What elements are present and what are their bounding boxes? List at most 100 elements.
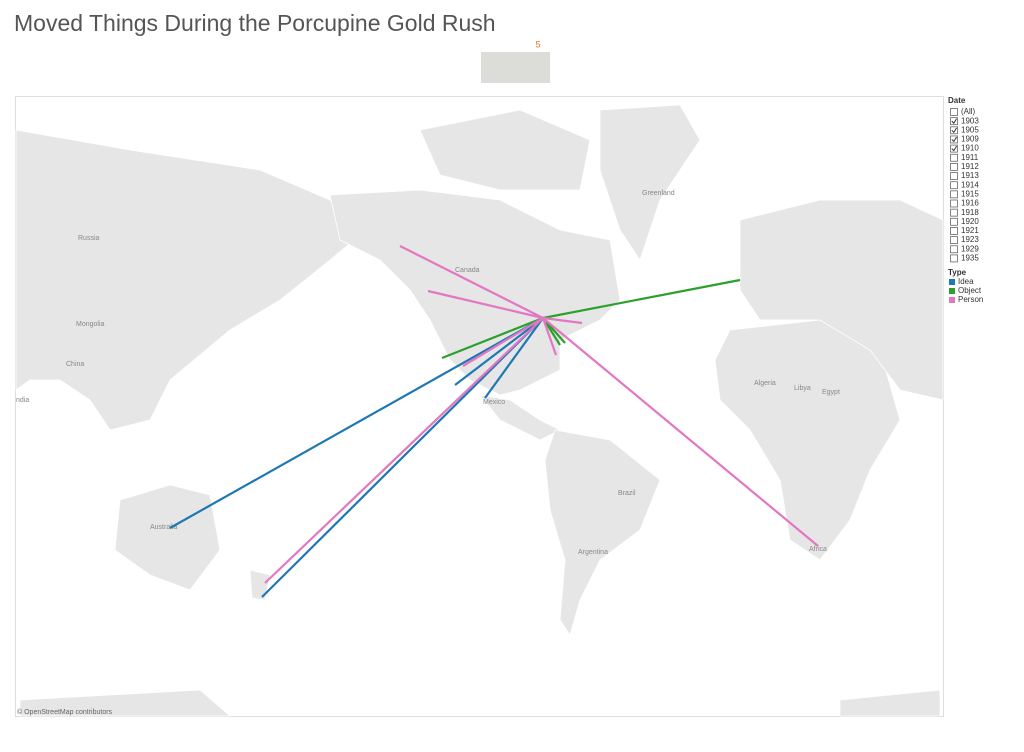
date-option[interactable]: 1929 <box>950 244 980 254</box>
checkbox[interactable] <box>950 227 958 235</box>
date-label: 1915 <box>961 189 979 198</box>
checkbox[interactable] <box>950 236 958 245</box>
date-option[interactable]: 1912 <box>950 162 980 171</box>
date-option[interactable]: 1911 <box>950 153 979 162</box>
flow-line <box>261 317 544 598</box>
flows <box>169 245 819 598</box>
date-label: 1929 <box>961 244 979 253</box>
legend-label: Person <box>958 295 983 304</box>
checkbox[interactable] <box>950 199 958 208</box>
date-option[interactable]: 1923 <box>950 235 980 245</box>
checkbox[interactable] <box>950 190 958 199</box>
date-option[interactable]: 1913 <box>950 171 980 180</box>
date-filter-title: Date <box>948 96 966 105</box>
date-label: 1921 <box>961 226 979 235</box>
date-option[interactable]: 1914 <box>950 180 980 190</box>
date-label: 1910 <box>961 144 979 153</box>
legend-swatch <box>949 279 955 285</box>
date-label: 1920 <box>961 217 979 226</box>
date-option[interactable]: 1920 <box>950 217 980 226</box>
flow-line <box>542 317 561 346</box>
checkbox[interactable] <box>950 254 958 263</box>
flow-line <box>399 245 544 319</box>
date-option[interactable]: 1905 <box>950 125 980 135</box>
legend-swatch <box>949 288 955 294</box>
date-label: 1918 <box>961 208 979 217</box>
checkbox[interactable] <box>950 144 958 153</box>
flow-line <box>462 317 544 367</box>
date-label: 1935 <box>961 254 979 263</box>
flow-line <box>542 316 583 325</box>
date-label: 1911 <box>961 153 979 162</box>
date-label: 1903 <box>961 116 979 125</box>
map-label: Mexico <box>483 399 505 406</box>
checkbox[interactable] <box>950 172 958 180</box>
date-option[interactable]: 1916 <box>950 199 980 208</box>
date-label: 1909 <box>961 135 979 144</box>
checkbox[interactable] <box>950 181 958 190</box>
flow-line <box>441 316 544 360</box>
date-filter: (All)19031905190919101911191219131914191… <box>950 107 980 263</box>
legend-swatch <box>949 297 955 303</box>
date-label: 1905 <box>961 125 979 134</box>
date-option[interactable]: 1918 <box>950 208 980 217</box>
flow-line <box>264 317 544 584</box>
date-option[interactable]: 1903 <box>950 116 980 126</box>
badge-value: 5 <box>535 39 540 49</box>
map-labels: Russia Canada Mongolia China ndia Austra… <box>16 190 840 556</box>
map-label: Brazil <box>618 490 636 497</box>
checkmark <box>951 118 958 124</box>
checkbox[interactable] <box>950 117 958 126</box>
date-label: 1912 <box>961 162 979 171</box>
type-legend-title: Type <box>948 268 967 277</box>
date-label: 1916 <box>961 199 979 208</box>
checkbox[interactable] <box>950 162 958 171</box>
map-label: China <box>66 361 84 368</box>
map-label: Argentina <box>578 549 608 556</box>
flow-line <box>542 278 741 320</box>
map-label: Mongolia <box>76 321 105 328</box>
map-label: ndia <box>16 397 29 404</box>
map-label: Canada <box>455 267 480 274</box>
flow-line <box>484 317 544 399</box>
map-label: Algeria <box>754 380 776 387</box>
date-label: 1913 <box>961 171 979 180</box>
legend-label: Object <box>958 286 982 295</box>
checkmark <box>951 127 958 134</box>
flow-line <box>427 289 544 320</box>
attribution: © OpenStreetMap contributors <box>17 708 113 716</box>
flow-line <box>541 317 558 356</box>
title: Moved Things During the Porcupine Gold R… <box>14 10 496 36</box>
checkbox[interactable] <box>950 217 958 226</box>
checkbox[interactable] <box>950 126 958 135</box>
checkbox[interactable] <box>950 108 958 116</box>
date-option[interactable]: 1921 <box>950 226 980 235</box>
checkmark <box>951 145 958 152</box>
checkbox[interactable] <box>950 135 958 144</box>
date-option[interactable]: (All) <box>950 107 976 116</box>
checkbox[interactable] <box>950 208 958 217</box>
date-label: 1914 <box>961 180 979 189</box>
date-option[interactable]: 1935 <box>950 254 980 263</box>
date-label: 1923 <box>961 235 979 244</box>
legend-label: Idea <box>958 277 974 286</box>
date-label: (All) <box>961 107 976 116</box>
land <box>15 104 944 717</box>
flow-line <box>454 317 544 386</box>
checkbox[interactable] <box>950 245 958 254</box>
checkmark <box>951 136 958 143</box>
map-label: Greenland <box>642 190 675 197</box>
flow-line <box>169 317 544 529</box>
checkbox[interactable] <box>950 153 958 162</box>
map-label: Egypt <box>822 389 840 396</box>
date-option[interactable]: 1910 <box>950 144 980 153</box>
map-label: Russia <box>78 235 100 242</box>
date-option[interactable]: 1909 <box>950 135 980 144</box>
date-option[interactable]: 1915 <box>950 189 980 199</box>
map-label: Africa <box>809 546 827 553</box>
map-label: Australia <box>150 524 177 531</box>
flow-line <box>542 317 819 547</box>
map-label: Libya <box>794 385 811 392</box>
